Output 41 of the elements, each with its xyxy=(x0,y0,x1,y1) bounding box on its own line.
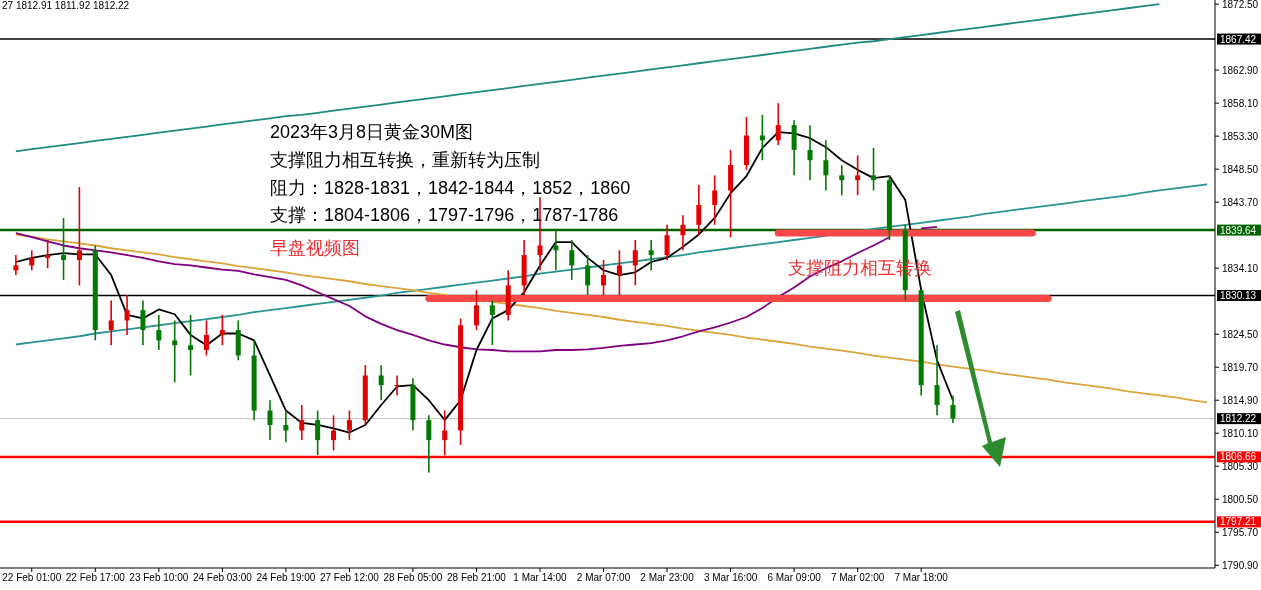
y-tick-label: 1795.70 xyxy=(1222,526,1259,538)
y-tick-label: 1814.90 xyxy=(1222,394,1259,406)
x-tick-label: 22 Feb 17:00 xyxy=(65,572,126,583)
annotation: 27 1812.91 1811.92 1812.22 xyxy=(2,0,130,11)
x-tick-label: 1 Mar 14:00 xyxy=(513,572,568,583)
annotation: 阻力：1828-1831，1842-1844，1852，1860 xyxy=(270,178,631,198)
annotation: 早盘视频图 xyxy=(270,238,360,258)
y-tick-label: 1848.50 xyxy=(1222,163,1259,175)
x-tick-label: 27 Feb 12:00 xyxy=(319,572,380,583)
text: 2023年3月8日黄金30M图 xyxy=(270,122,474,142)
y-tick-label: 1800.50 xyxy=(1222,493,1259,505)
x-tick-label: 24 Feb 03:00 xyxy=(192,572,253,583)
y-tick-label: 1834.10 xyxy=(1222,262,1259,274)
y-tick-label: 1824.50 xyxy=(1222,328,1259,340)
x-tick-label: 2 Mar 23:00 xyxy=(640,572,695,583)
x-tick-label: 23 Feb 10:00 xyxy=(129,572,189,583)
ref-line-label: 1806.66 xyxy=(1220,451,1257,463)
ref-line-label: 1812.22 xyxy=(1220,413,1257,425)
x-tick-label: 6 Mar 09:00 xyxy=(767,572,822,583)
x-tick-label: 2 Mar 07:00 xyxy=(576,572,631,583)
y-tick-label: 1819.70 xyxy=(1222,361,1259,373)
y-tick-label: 1805.30 xyxy=(1222,460,1259,472)
ref-line-label: 1830.13 xyxy=(1220,289,1257,301)
ref-line-label: 1867.42 xyxy=(1220,33,1257,45)
y-tick-label: 1872.50 xyxy=(1222,0,1259,10)
y-tick-label: 1858.10 xyxy=(1222,97,1259,109)
ref-line-label: 1839.64 xyxy=(1220,224,1257,236)
text: 支撑阻力相互转换，重新转为压制 xyxy=(270,150,540,170)
x-tick-label: 22 Feb 01:00 xyxy=(2,572,62,583)
y-tick-label: 1843.70 xyxy=(1222,196,1259,208)
y-tick-label: 1853.30 xyxy=(1222,130,1259,142)
x-tick-label: 7 Mar 02:00 xyxy=(830,572,885,583)
y-tick-label: 1790.90 xyxy=(1222,559,1259,571)
y-tick-label: 1810.10 xyxy=(1222,427,1259,439)
x-tick-label: 24 Feb 19:00 xyxy=(256,572,316,583)
ref-line-label: 1797.21 xyxy=(1220,516,1257,528)
x-tick-label: 3 Mar 16:00 xyxy=(703,572,758,583)
y-tick-label: 1862.90 xyxy=(1222,64,1259,76)
x-tick-label: 28 Feb 05:00 xyxy=(383,572,443,583)
x-tick-label: 7 Mar 18:00 xyxy=(894,572,949,583)
x-tick-label: 28 Feb 21:00 xyxy=(447,572,507,583)
